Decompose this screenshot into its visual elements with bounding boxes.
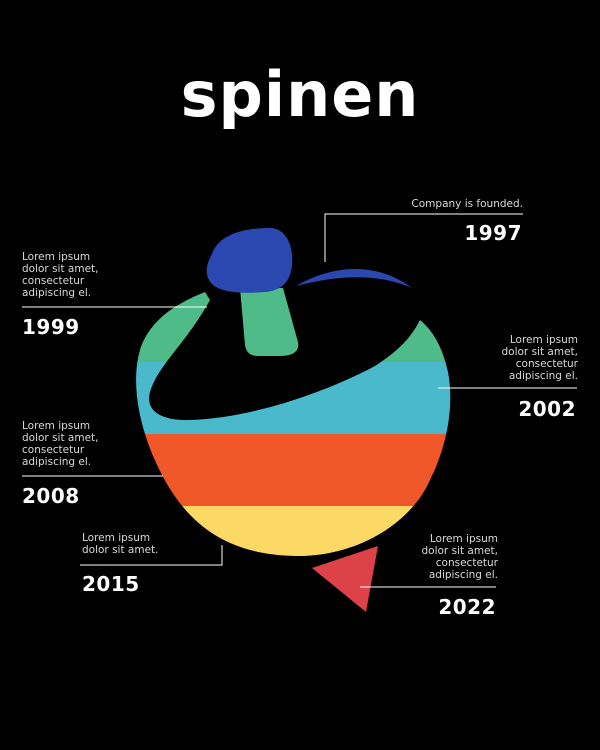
band-cyan <box>136 362 451 434</box>
connector-1997 <box>324 213 523 262</box>
page-title: spinen <box>180 58 420 131</box>
milestone-2015-year: 2015 <box>82 572 140 596</box>
milestone-2022-text: Lorem ipsum dolor sit amet, consectetur … <box>421 533 498 581</box>
milestone-2008-text: Lorem ipsum dolor sit amet, consectetur … <box>22 420 99 468</box>
milestone-1997-text: Company is founded. <box>411 198 523 210</box>
swoosh-arc <box>296 268 412 288</box>
band-orange <box>136 434 451 506</box>
milestone-2002-year: 2002 <box>518 397 576 421</box>
handle-knob <box>206 228 293 293</box>
milestone-1999-text: Lorem ipsum dolor sit amet, consectetur … <box>22 251 99 299</box>
milestone-2002-text: Lorem ipsum dolor sit amet, consectetur … <box>501 334 578 382</box>
milestone-1997-year: 1997 <box>464 221 522 245</box>
red-tip <box>312 546 378 612</box>
connector-2015 <box>80 545 223 566</box>
milestone-2022-year: 2022 <box>438 595 496 619</box>
milestone-1999-year: 1999 <box>22 315 80 339</box>
connector-lines <box>22 213 577 588</box>
milestone-2008-year: 2008 <box>22 484 80 508</box>
handle-stem <box>240 288 299 356</box>
milestone-2015-text: Lorem ipsum dolor sit amet. <box>82 532 159 556</box>
